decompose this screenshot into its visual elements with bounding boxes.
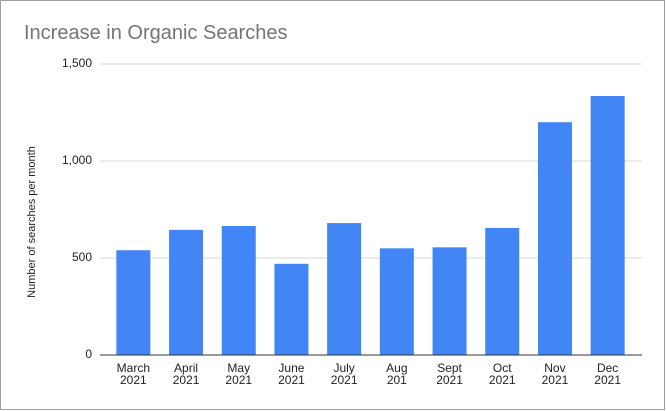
y-tick-label: 0 [85, 347, 92, 361]
bar [116, 250, 151, 355]
x-tick-label: April [174, 361, 198, 375]
bar [432, 247, 467, 355]
bar [537, 122, 572, 355]
x-tick-label: Sept [437, 361, 462, 375]
chart-title: Increase in Organic Searches [24, 22, 287, 44]
x-tick-label: June [278, 361, 304, 375]
x-tick-label: 2021 [436, 373, 463, 387]
x-tick-label: July [333, 361, 354, 375]
y-tick-label: 1,000 [62, 153, 92, 167]
x-tick-label: 2021 [225, 373, 252, 387]
bar [379, 248, 414, 355]
x-tick-label: 2021 [594, 373, 621, 387]
y-axis-label: Number of searches per month [26, 146, 38, 298]
x-tick-label: 2021 [120, 373, 147, 387]
x-tick-label: 2021 [542, 373, 569, 387]
x-tick-label: 2021 [489, 373, 516, 387]
x-tick-label: Dec [597, 361, 618, 375]
bar [274, 263, 309, 355]
bar [485, 227, 520, 355]
x-tick-label: 2021 [331, 373, 358, 387]
y-tick-label: 500 [72, 250, 92, 264]
x-tick-label: 201 [387, 373, 407, 387]
x-tick-label: 2021 [173, 373, 200, 387]
x-tick-label: March [117, 361, 150, 375]
y-tick-label: 1,500 [62, 56, 92, 70]
bar [327, 223, 362, 355]
x-tick-label: Aug [386, 361, 407, 375]
x-tick-label: May [227, 361, 250, 375]
bar [590, 96, 625, 355]
bar [221, 225, 256, 355]
x-tick-label: 2021 [278, 373, 305, 387]
x-tick-label: Oct [493, 361, 512, 375]
x-tick-label: Nov [544, 361, 565, 375]
bar [169, 229, 204, 355]
